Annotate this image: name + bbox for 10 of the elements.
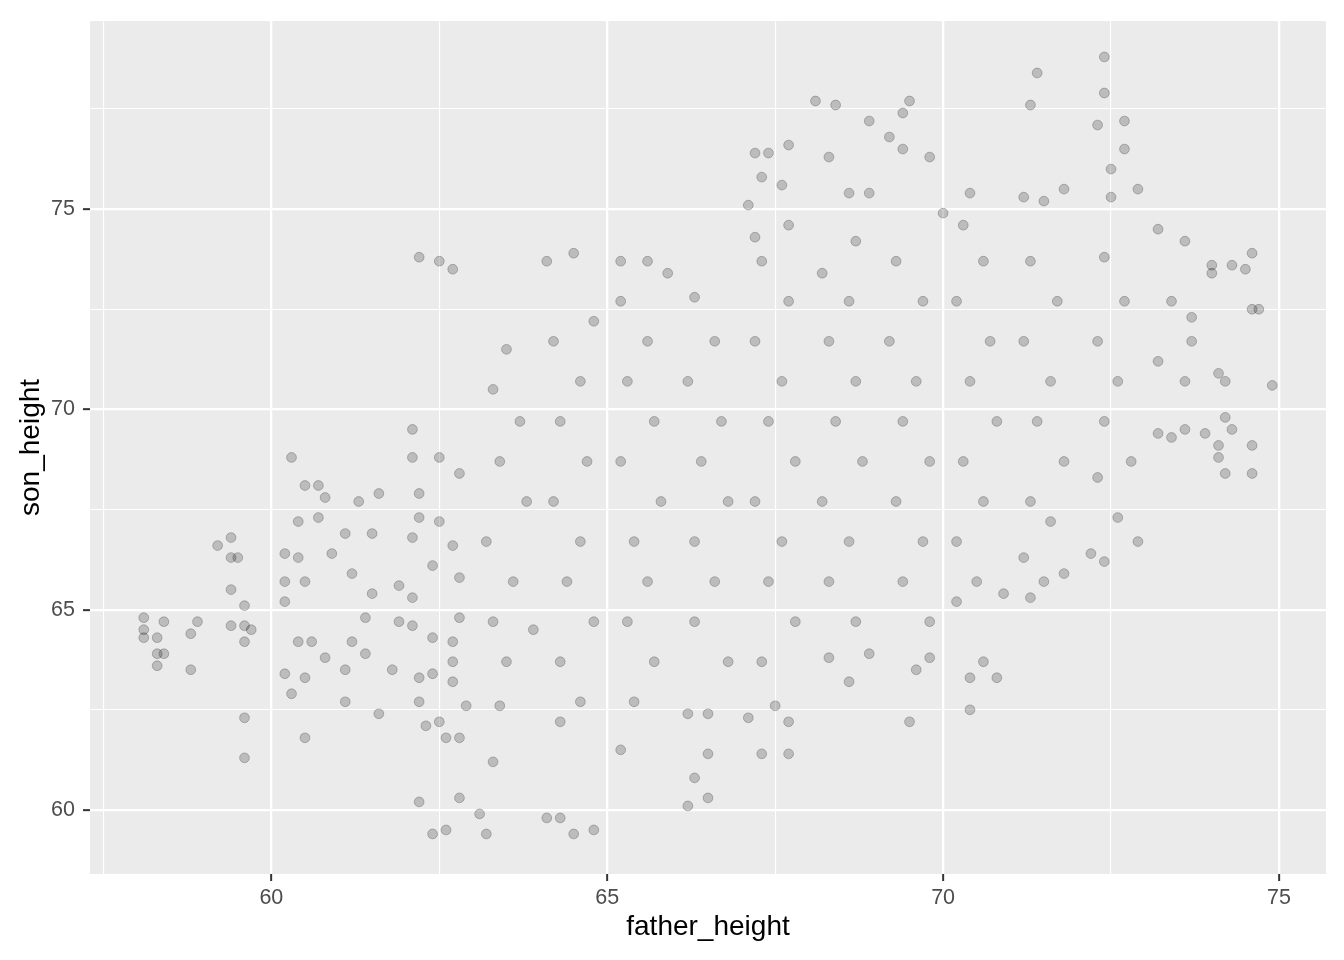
y-tick-label: 65 bbox=[51, 596, 76, 621]
y-axis-title: son_height bbox=[13, 378, 45, 516]
y-tick-label: 75 bbox=[51, 196, 76, 221]
x-tick-label: 75 bbox=[1267, 884, 1291, 909]
x-tick-label: 60 bbox=[259, 884, 284, 909]
x-tick-label: 70 bbox=[931, 884, 956, 909]
y-tick-label: 70 bbox=[51, 396, 76, 421]
x-axis-title: father_height bbox=[626, 909, 790, 941]
x-tick-label: 65 bbox=[595, 884, 620, 909]
y-tick-label: 60 bbox=[51, 796, 76, 821]
